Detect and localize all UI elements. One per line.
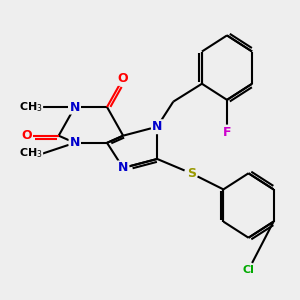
Text: F: F bbox=[223, 126, 231, 139]
Text: N: N bbox=[70, 136, 80, 149]
Text: N: N bbox=[152, 120, 162, 133]
Text: CH$_3$: CH$_3$ bbox=[19, 100, 43, 114]
Text: S: S bbox=[187, 167, 196, 180]
Text: O: O bbox=[21, 129, 32, 142]
Text: CH$_3$: CH$_3$ bbox=[19, 147, 43, 160]
Text: N: N bbox=[118, 161, 128, 174]
Text: Cl: Cl bbox=[242, 265, 254, 275]
Text: O: O bbox=[118, 72, 128, 85]
Text: N: N bbox=[70, 100, 80, 113]
